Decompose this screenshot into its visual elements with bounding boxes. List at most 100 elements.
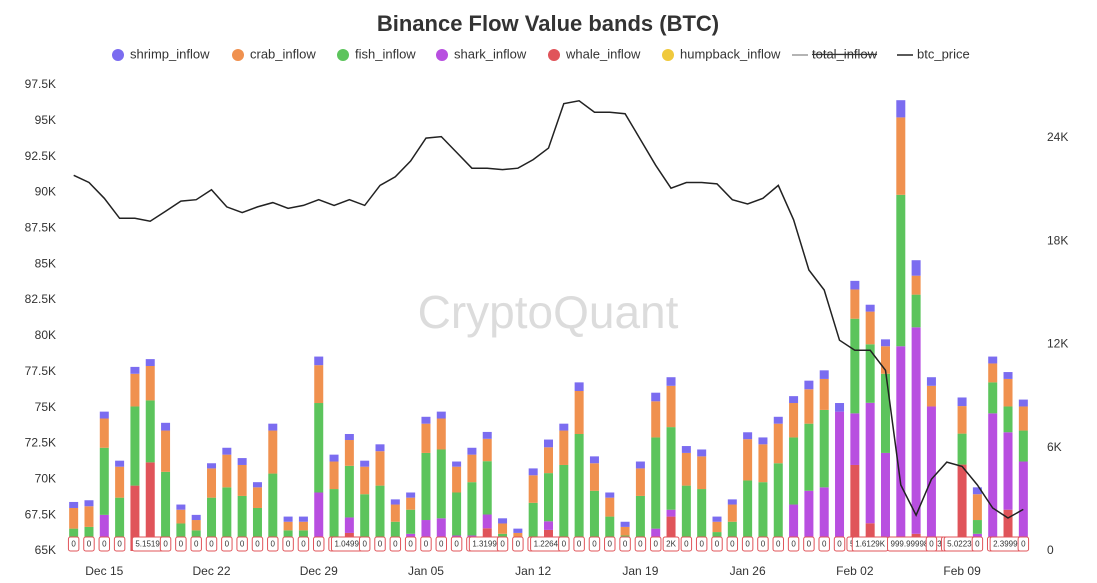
- bar-segment: [666, 385, 676, 428]
- value-label-box: [450, 536, 463, 552]
- bar-segment: [957, 406, 967, 434]
- bar-segment: [819, 370, 829, 379]
- value-label: 0: [757, 536, 769, 552]
- bar-segment: [268, 430, 278, 474]
- bar-segment: [758, 482, 768, 545]
- value-label-text: 0: [684, 540, 689, 549]
- value-label-box: [251, 536, 264, 552]
- value-label-text: 999.99998853: [891, 540, 943, 549]
- bar-segment: [268, 473, 278, 551]
- bar-segment: [804, 380, 814, 390]
- value-label-box: [741, 536, 754, 552]
- bar-segment: [896, 100, 906, 118]
- value-label: 0: [98, 536, 111, 552]
- value-label-box: [98, 536, 111, 552]
- value-label-box: [159, 536, 172, 552]
- bar-segment: [773, 423, 783, 464]
- value-label: 0: [604, 536, 616, 552]
- bar-segment: [789, 403, 799, 438]
- value-label-box: [711, 536, 723, 552]
- bar-segment: [115, 460, 125, 467]
- bar-segment: [421, 416, 431, 424]
- value-label: 0: [772, 536, 784, 552]
- value-label: 0: [435, 536, 448, 552]
- bar-segment: [605, 516, 615, 551]
- x-tick-label: Jan 12: [515, 564, 551, 578]
- y-tick-label: 90K: [35, 185, 56, 199]
- x-tick-label: Dec 29: [300, 564, 338, 578]
- value-label-box: [496, 536, 509, 552]
- value-label-text: 0: [623, 540, 628, 549]
- bar-segment: [804, 490, 814, 551]
- value-label-text: 0: [791, 540, 796, 549]
- y2-tick-label: 6K: [1047, 440, 1062, 454]
- value-label-box: [175, 536, 187, 552]
- bar-segment: [283, 516, 293, 522]
- bar-segment: [1003, 432, 1013, 510]
- bar-segment: [161, 430, 171, 472]
- bar-segment: [544, 447, 553, 474]
- value-label: 0: [1017, 536, 1030, 552]
- value-label-box: [818, 536, 830, 552]
- value-label: 0: [251, 536, 264, 552]
- value-label-text: 0: [929, 540, 934, 549]
- bar-segment: [896, 194, 906, 347]
- value-label: 0: [680, 536, 693, 552]
- bar-segment: [314, 356, 324, 366]
- value-label-text: 0: [102, 540, 107, 549]
- bar-segment: [727, 499, 737, 505]
- bar-segment: [406, 497, 416, 510]
- value-label-box: [374, 536, 386, 552]
- bar-segment: [482, 514, 492, 529]
- bar-segment: [727, 521, 737, 551]
- bar-segment: [360, 466, 370, 495]
- bar-segment: [988, 356, 998, 364]
- value-label-text: 0: [454, 540, 459, 549]
- value-label-box: [772, 536, 784, 552]
- value-label-text: 2.3999K: [993, 540, 1023, 549]
- y2-tick-label: 18K: [1047, 233, 1068, 247]
- bar-segment: [926, 385, 936, 407]
- bar-segment: [972, 494, 982, 521]
- bar-segment: [1018, 430, 1028, 462]
- bar-segment: [283, 521, 293, 531]
- bar-segment: [574, 433, 584, 545]
- value-label-box: [588, 536, 601, 552]
- value-label: 0: [175, 536, 187, 552]
- legend-swatch: [112, 49, 124, 61]
- legend-label: btc_price: [917, 46, 970, 61]
- bar-segment: [436, 518, 446, 551]
- value-label: 0: [512, 536, 524, 552]
- bar-segment: [145, 462, 155, 551]
- bar-segment: [406, 492, 416, 498]
- value-label-box: [205, 536, 218, 552]
- price-line: [73, 100, 1024, 519]
- bar-segment: [252, 487, 262, 508]
- bar-segment: [957, 464, 967, 551]
- bar-segment: [344, 517, 354, 533]
- bar-segment: [896, 346, 906, 551]
- value-label-box: [558, 536, 570, 552]
- bar-segment: [574, 390, 584, 434]
- y-tick-label: 85K: [35, 256, 56, 270]
- value-label-text: 0: [301, 540, 306, 549]
- bar-segment: [758, 437, 768, 445]
- value-label-text: 1.2264K: [534, 540, 564, 549]
- bar-segment: [191, 514, 201, 521]
- y2-tick-label: 0: [1047, 543, 1054, 557]
- value-label: 0: [787, 536, 800, 552]
- bar-segment: [574, 382, 584, 391]
- bar-segment: [789, 396, 799, 404]
- value-label: 0: [297, 536, 310, 552]
- value-label-text: 0: [87, 540, 92, 549]
- legend-swatch: [436, 49, 448, 61]
- value-label-text: 0: [745, 540, 750, 549]
- value-label-box: [358, 536, 371, 552]
- y-tick-label: 92.5K: [25, 149, 56, 163]
- bar-segment: [207, 468, 217, 498]
- bar-segment: [314, 403, 324, 493]
- bar-segment: [850, 280, 860, 290]
- value-label-text: 0: [209, 540, 214, 549]
- bar-segment: [957, 397, 967, 407]
